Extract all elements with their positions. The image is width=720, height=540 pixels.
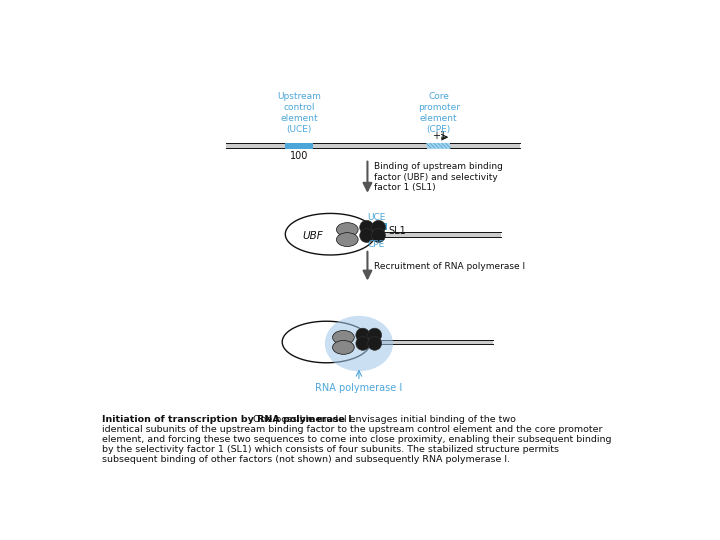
Text: +1: +1: [432, 131, 446, 141]
Ellipse shape: [372, 228, 385, 242]
Bar: [364, 340, 493, 345]
Bar: [427, 143, 451, 148]
Ellipse shape: [325, 316, 393, 372]
Text: Binding of upstream binding
factor (UBF) and selectivity
factor 1 (SL1): Binding of upstream binding factor (UBF)…: [374, 163, 503, 192]
Bar: [285, 143, 313, 148]
Text: UCE: UCE: [366, 213, 385, 222]
Text: subsequent binding of other factors (not shown) and subsequently RNA polymerase : subsequent binding of other factors (not…: [102, 455, 510, 464]
Text: CPE: CPE: [367, 240, 384, 248]
Ellipse shape: [360, 228, 374, 242]
Ellipse shape: [333, 330, 354, 345]
Ellipse shape: [333, 340, 354, 354]
Ellipse shape: [360, 220, 374, 234]
Bar: [361, 331, 382, 338]
Text: by the selectivity factor 1 (SL1) which consists of four subunits. The stabilize: by the selectivity factor 1 (SL1) which …: [102, 445, 559, 454]
Text: Core
promoter
element
(CPE): Core promoter element (CPE): [418, 92, 460, 134]
Ellipse shape: [368, 328, 382, 342]
Bar: [369, 232, 500, 237]
Text: element, and forcing these two sequences to come into close proximity, enabling : element, and forcing these two sequences…: [102, 435, 611, 444]
Text: 100: 100: [290, 151, 308, 161]
Text: One possible model envisages initial binding of the two: One possible model envisages initial bin…: [251, 415, 516, 424]
Ellipse shape: [336, 233, 358, 247]
Text: Recruitment of RNA polymerase I: Recruitment of RNA polymerase I: [374, 262, 525, 271]
Text: Initiation of transcription by RNA polymerase I.: Initiation of transcription by RNA polym…: [102, 415, 355, 424]
Ellipse shape: [368, 336, 382, 350]
Text: RNA polymerase I: RNA polymerase I: [315, 383, 402, 393]
Bar: [365, 224, 387, 230]
Bar: [225, 143, 520, 148]
Ellipse shape: [372, 220, 385, 234]
Ellipse shape: [336, 222, 358, 237]
Text: SL1: SL1: [389, 226, 406, 236]
Text: UBF: UBF: [303, 231, 323, 241]
Ellipse shape: [356, 336, 370, 350]
Text: identical subunits of the upstream binding factor to the upstream control elemen: identical subunits of the upstream bindi…: [102, 425, 602, 434]
Ellipse shape: [356, 328, 370, 342]
Text: Upstream
control
element
(UCE): Upstream control element (UCE): [277, 92, 321, 134]
